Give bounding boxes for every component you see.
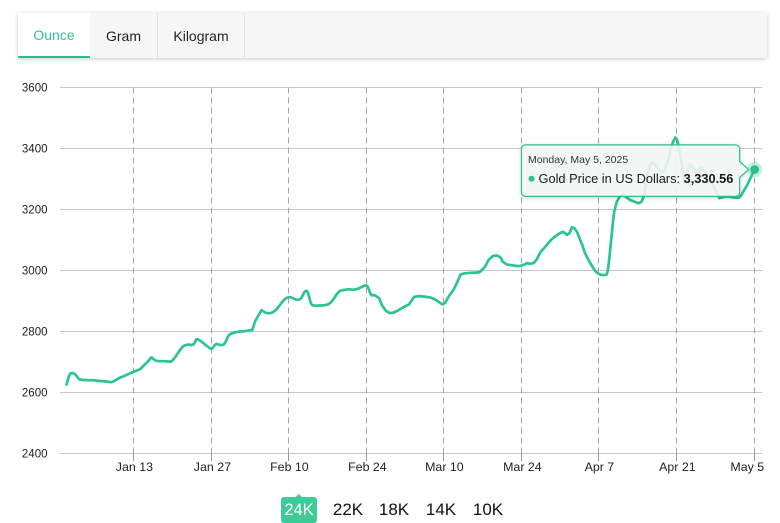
svg-text:May 5: May 5: [730, 460, 764, 474]
svg-text:Feb 10: Feb 10: [270, 460, 309, 474]
svg-text:Gold Price in US Dollars: 3,33: Gold Price in US Dollars: 3,330.56: [539, 171, 734, 186]
svg-text:Apr 21: Apr 21: [659, 460, 696, 474]
svg-text:3200: 3200: [22, 205, 48, 217]
svg-text:Feb 24: Feb 24: [348, 460, 387, 474]
svg-text:Mar 10: Mar 10: [425, 460, 464, 474]
svg-text:Mar 24: Mar 24: [503, 460, 542, 474]
svg-text:3000: 3000: [22, 266, 48, 278]
svg-text:2400: 2400: [22, 449, 48, 461]
svg-text:2800: 2800: [22, 327, 48, 339]
svg-text:Apr 7: Apr 7: [585, 460, 615, 474]
svg-text:Monday, May 5, 2025: Monday, May 5, 2025: [528, 154, 628, 166]
svg-text:3400: 3400: [22, 144, 48, 156]
svg-text:Jan 27: Jan 27: [194, 460, 231, 474]
svg-text:2600: 2600: [22, 388, 48, 400]
svg-text:3600: 3600: [22, 83, 48, 95]
svg-text:Jan 13: Jan 13: [116, 460, 153, 474]
